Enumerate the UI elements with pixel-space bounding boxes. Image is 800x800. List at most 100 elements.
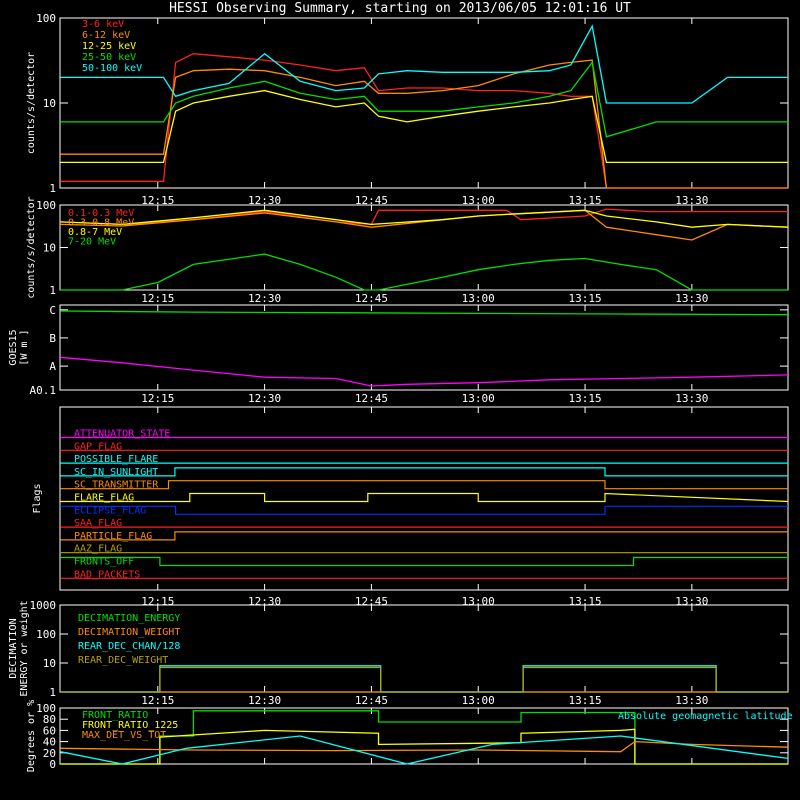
y-tick-label-goes-1: A (49, 360, 56, 373)
x-tick-label-goes-1: 12:30 (248, 392, 281, 405)
x-tick-label-hi-5: 13:30 (675, 292, 708, 305)
flag-label-7: SAA_FLAG (74, 518, 122, 529)
legend-lo-0: 3-6 keV (82, 19, 124, 30)
y-tick-label-hi-1: 10 (43, 242, 56, 255)
series-group-ratio (60, 710, 789, 765)
flag-label-3: SC_IN_SUNLIGHT (74, 467, 158, 478)
y-tick-label-goes-0: A0.1 (30, 384, 57, 397)
x-tick-label-goes-5: 13:30 (675, 392, 708, 405)
legend-ratio-1: FRONT_RATIO_1225 (82, 720, 178, 731)
x-tick-label-lo-5: 13:30 (675, 194, 708, 207)
panel-frame-flags (59, 406, 789, 591)
y-tick-label-ratio-2: 40 (43, 736, 56, 749)
y-tick-label-ratio-4: 80 (43, 713, 56, 726)
flag-label-8: PARTICLE_FLAG (74, 531, 152, 542)
y-axis-label-ratio: Degrees or % (26, 700, 37, 772)
x-tick-label-hi-3: 13:00 (462, 292, 495, 305)
y-tick-label-dec-0: 1 (49, 686, 56, 699)
x-tick-label-hi-0: 12:15 (141, 292, 174, 305)
y-axis-label-flags: Flags (32, 483, 43, 513)
legend-hi-2: 0.8-7 MeV (68, 227, 122, 238)
legend-lo-1: 6-12 keV (82, 30, 130, 41)
y-axis-label-top-goes: GOES15 (8, 329, 19, 365)
x-tick-label-goes-0: 12:15 (141, 392, 174, 405)
y-tick-label-goes-2: B (49, 332, 56, 345)
series-line-dec-3 (60, 666, 788, 693)
flag-label-11: BAD_PACKETS (74, 569, 140, 580)
legend-ratio-3: Absolute geomagnetic latitude (618, 711, 793, 722)
legend-dec-1: DECIMATION_WEIGHT (78, 627, 180, 638)
x-tick-label-lo-3: 13:00 (462, 194, 495, 207)
legend-hi-0: 0.1-0.3 MeV (68, 208, 134, 219)
series-line-ratio-1 (60, 728, 788, 765)
y-tick-label-lo-0: 1 (49, 182, 56, 195)
series-group-lo (60, 24, 788, 189)
flag-label-10: FRONTS_OFF (74, 557, 134, 568)
y-tick-label-ratio-5: 100 (36, 702, 56, 715)
x-tick-label-goes-4: 13:15 (568, 392, 601, 405)
series-group-goes (60, 310, 789, 387)
series-line-hi-2 (60, 209, 789, 228)
legend-lo-4: 50-100 keV (82, 63, 142, 74)
y-tick-label-lo-2: 100 (36, 12, 56, 25)
x-tick-label-lo-1: 12:30 (248, 194, 281, 207)
y-tick-label-hi-0: 1 (49, 284, 56, 297)
legend-hi-1: 0.3-0.8 MeV (68, 218, 134, 229)
y-tick-label-ratio-3: 60 (43, 724, 56, 737)
legend-ratio-0: FRONT_RATIO (82, 710, 148, 721)
x-tick-label-dec-4: 13:15 (568, 694, 601, 707)
flag-line-3 (60, 467, 788, 477)
y-tick-label-lo-1: 10 (43, 97, 56, 110)
flag-label-0: ATTENUATOR_STATE (74, 429, 170, 440)
flag-label-9: AAZ_FLAG (74, 544, 122, 555)
legend-dec-0: DECIMATION_ENERGY (78, 613, 180, 624)
y-axis-label-hi: counts/s/detector (26, 196, 37, 298)
y-axis-label-lo: counts/s/detector (26, 52, 37, 154)
x-tick-label-dec-2: 12:45 (355, 694, 388, 707)
x-tick-label-dec-5: 13:30 (675, 694, 708, 707)
x-tick-label-goes-3: 13:00 (462, 392, 495, 405)
y-tick-label-hi-2: 100 (36, 199, 56, 212)
chart-title: HESSI Observing Summary, starting on 201… (169, 1, 631, 16)
flag-label-6: ECLIPSE_FLAG (74, 505, 146, 516)
flag-label-1: GAP_FLAG (74, 441, 122, 452)
x-tick-label-dec-1: 12:30 (248, 694, 281, 707)
x-tick-label-lo-4: 13:15 (568, 194, 601, 207)
x-tick-label-hi-4: 13:15 (568, 292, 601, 305)
x-tick-label-hi-1: 12:30 (248, 292, 281, 305)
flag-line-10 (60, 556, 788, 567)
panel-frame-goes (59, 304, 789, 391)
y-tick-label-dec-2: 100 (36, 628, 56, 641)
legend-ratio-2: MAX_DET_VS_TOT (82, 730, 166, 741)
x-tick-label-dec-0: 12:15 (141, 694, 174, 707)
legend-lo-3: 25-50 keV (82, 52, 136, 63)
flag-line-8 (60, 531, 788, 541)
series-line-lo-2 (60, 89, 788, 164)
y-tick-label-ratio-1: 20 (43, 747, 56, 760)
legend-hi-3: 7-20 MeV (68, 237, 116, 248)
legend-lo-2: 12-25 keV (82, 41, 136, 52)
panel-frame-ratio (59, 707, 789, 765)
flag-line-6 (60, 505, 788, 515)
flag-line-4 (60, 480, 788, 490)
flag-label-4: SC_TRANSMITTER (74, 480, 159, 491)
series-line-lo-4 (60, 24, 788, 104)
y-tick-label-dec-1: 10 (43, 657, 56, 670)
series-line-ratio-3 (60, 735, 789, 765)
series-line-hi-0 (60, 208, 788, 226)
flag-label-5: FLARE_FLAG (74, 493, 134, 504)
series-line-goes-0 (60, 310, 789, 316)
series-line-goes-1 (60, 356, 789, 387)
x-tick-label-dec-3: 13:00 (462, 694, 495, 707)
flag-label-2: POSSIBLE_FLARE (74, 454, 158, 465)
x-tick-label-hi-2: 12:45 (355, 292, 388, 305)
series-line-hi-3 (60, 253, 788, 291)
y-axis-label-top-dec: DECIMATION (8, 618, 19, 678)
series-line-lo-1 (60, 59, 788, 189)
y-tick-label-dec-3: 1000 (30, 599, 57, 612)
x-tick-label-lo-2: 12:45 (355, 194, 388, 207)
x-tick-label-goes-2: 12:45 (355, 392, 388, 405)
series-group-hi (60, 208, 789, 291)
flag-line-5 (60, 492, 789, 503)
